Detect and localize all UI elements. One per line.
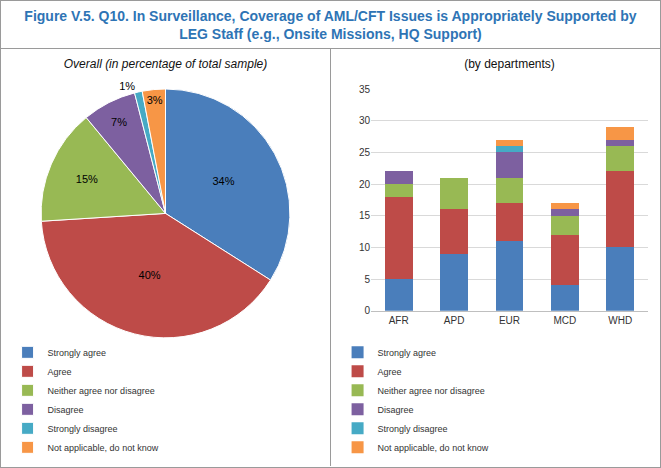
svg-text:40%: 40% bbox=[139, 269, 161, 281]
svg-text:Not applicable, do not know: Not applicable, do not know bbox=[48, 443, 159, 453]
svg-text:WHD: WHD bbox=[608, 315, 632, 326]
svg-text:Disagree: Disagree bbox=[48, 405, 84, 415]
svg-text:APD: APD bbox=[444, 315, 465, 326]
svg-text:7%: 7% bbox=[111, 116, 127, 128]
svg-text:Neither agree nor disagree: Neither agree nor disagree bbox=[48, 386, 155, 396]
svg-text:10: 10 bbox=[359, 242, 371, 253]
svg-text:34%: 34% bbox=[212, 175, 234, 187]
svg-text:3%: 3% bbox=[147, 94, 163, 106]
svg-text:Agree: Agree bbox=[48, 367, 72, 377]
svg-text:AFR: AFR bbox=[389, 315, 409, 326]
svg-text:(by departments): (by departments) bbox=[464, 57, 555, 71]
svg-text:1%: 1% bbox=[119, 80, 135, 92]
svg-text:Not applicable, do not know: Not applicable, do not know bbox=[378, 443, 489, 453]
svg-text:0: 0 bbox=[364, 305, 370, 316]
svg-text:Neither agree nor disagree: Neither agree nor disagree bbox=[378, 386, 485, 396]
svg-text:Strongly agree: Strongly agree bbox=[378, 348, 437, 358]
svg-text:Agree: Agree bbox=[378, 367, 402, 377]
svg-text:Disagree: Disagree bbox=[378, 405, 414, 415]
svg-text:MCD: MCD bbox=[554, 315, 577, 326]
html-text:Figure V.5. Q10. In Surveillan: Figure V.5. Q10. In Surveillance, Covera… bbox=[24, 7, 637, 42]
svg-text:35: 35 bbox=[359, 84, 371, 95]
svg-text:20: 20 bbox=[359, 179, 371, 190]
svg-text:Strongly disagree: Strongly disagree bbox=[378, 424, 448, 434]
svg-text:30: 30 bbox=[359, 115, 371, 126]
svg-text:25: 25 bbox=[359, 147, 371, 158]
svg-text:Strongly agree: Strongly agree bbox=[48, 348, 107, 358]
svg-text:15%: 15% bbox=[76, 173, 98, 185]
svg-text:Overall (in percentage of tota: Overall (in percentage of total sample) bbox=[64, 57, 267, 71]
svg-text:EUR: EUR bbox=[499, 315, 520, 326]
svg-text:Strongly disagree: Strongly disagree bbox=[48, 424, 118, 434]
svg-text:5: 5 bbox=[364, 274, 370, 285]
svg-text:15: 15 bbox=[359, 210, 371, 221]
